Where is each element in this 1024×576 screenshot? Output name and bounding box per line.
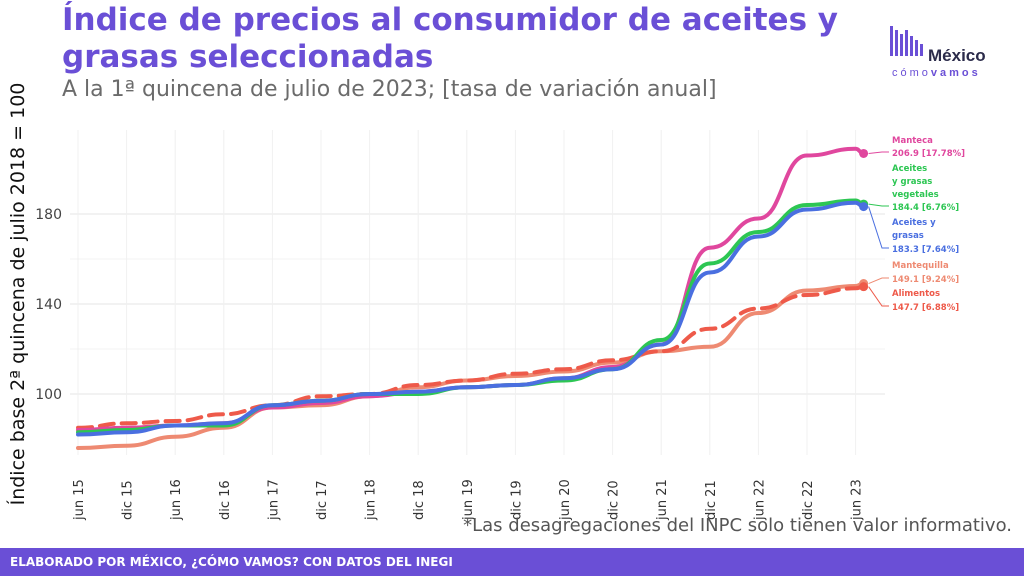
x-tick-label: jun 17	[266, 479, 281, 521]
series-line-aceites-y-grasas	[76, 200, 866, 437]
mexico-como-vamos-logo: México cómovamos	[888, 26, 1008, 86]
chart-grid	[70, 130, 885, 455]
series-name-label: Mantequilla	[892, 261, 949, 271]
logo-bars-icon	[890, 26, 925, 56]
label-leader-line	[868, 286, 889, 307]
series-value-label: 206.9 [17.78%]	[892, 149, 965, 159]
x-tick-labels: jun 15 dic 15 jun 16 dic 16 jun 17 dic 17 jun …	[72, 479, 865, 521]
series-name-label: Alimentos	[892, 289, 940, 299]
series-end-point	[859, 202, 869, 212]
x-tick-label: jun 15	[72, 479, 87, 521]
x-tick-label: jun 22	[752, 479, 767, 521]
x-tick-label: jun 16	[169, 479, 184, 521]
page-title: Índice de precios al consumidor de aceit…	[62, 2, 839, 75]
series-value-label: 183.3 [7.64%]	[892, 245, 959, 255]
x-tick-label: dic 15	[121, 480, 136, 520]
x-tick-label: jun 18	[364, 479, 379, 521]
series-value-label: 149.1 [9.24%]	[892, 275, 959, 285]
series-name-label: y grasas	[892, 177, 932, 187]
x-tick-label: jun 21	[655, 479, 670, 521]
series-line-alimentos	[76, 284, 866, 430]
series-end-labels: Manteca 206.9 [17.78%] Aceites y grasas vege…	[868, 136, 965, 313]
disclaimer-note: *Las desagregaciones del INPC solo tiene…	[463, 515, 1012, 536]
x-tick-label: dic 20	[607, 480, 622, 520]
series-label-alimentos: Alimentos 147.7 [6.88%]	[868, 286, 959, 313]
label-leader-line	[868, 206, 889, 249]
series-name-label: vegetales	[892, 190, 939, 200]
x-tick-label: jun 19	[461, 479, 476, 521]
series-label-aceites-y-grasas: Aceites y grasas 183.3 [7.64%]	[868, 206, 959, 255]
footer-bar: ELABORADO POR MÉXICO, ¿CÓMO VAMOS? CON D…	[0, 548, 1024, 576]
series-end-point	[859, 282, 869, 292]
logo-name: México	[928, 46, 986, 65]
x-tick-label: dic 19	[509, 480, 524, 520]
x-tick-label: dic 16	[218, 480, 233, 520]
x-tick-label: dic 17	[315, 480, 330, 520]
series-value-label: 147.7 [6.88%]	[892, 303, 959, 313]
x-tick-label: dic 21	[704, 480, 719, 520]
series-value-label: 184.4 [6.76%]	[892, 203, 959, 213]
label-leader-line	[868, 277, 889, 284]
y-tick-label: 140	[35, 297, 62, 313]
y-tick-label: 100	[35, 387, 62, 403]
label-leader-line	[868, 151, 889, 154]
x-tick-label: jun 20	[558, 479, 573, 521]
line-chart: 100 140 180 jun 15 dic 15 jun 16 dic 16 jun 17…	[35, 130, 965, 521]
x-tick-label: jun 23	[850, 479, 865, 521]
x-tick-label: dic 18	[412, 480, 427, 520]
series-lines	[76, 146, 869, 450]
page-subtitle: A la 1ª quincena de julio de 2023; [tasa…	[62, 77, 717, 102]
series-label-mantequilla: Mantequilla 149.1 [9.24%]	[868, 261, 959, 285]
logo-tagline: cómovamos	[892, 67, 981, 79]
y-tick-labels: 100 140 180	[35, 207, 62, 403]
series-name-label: grasas	[892, 231, 924, 241]
footer-credit: ELABORADO POR MÉXICO, ¿CÓMO VAMOS? CON D…	[10, 555, 453, 569]
series-label-aceites-y-grasas-vegetales: Aceites y grasas vegetales 184.4 [6.76%]	[868, 164, 959, 213]
series-label-manteca: Manteca 206.9 [17.78%]	[868, 136, 965, 159]
series-name-label: Aceites y	[892, 218, 936, 228]
y-tick-label: 180	[35, 207, 62, 223]
label-leader-line	[868, 203, 889, 207]
series-name-label: Aceites	[892, 164, 927, 174]
x-tick-label: dic 22	[801, 480, 816, 520]
series-end-point	[859, 148, 869, 158]
series-name-label: Manteca	[892, 136, 933, 146]
